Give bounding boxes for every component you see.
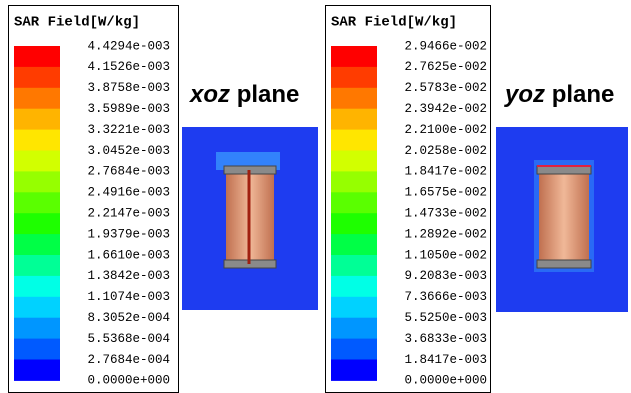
figure: SAR Field[W/kg] SAR Field[W/kg] xoz plan… [0,0,631,393]
color-swatch [331,67,377,88]
color-swatch [14,130,60,151]
color-swatch [14,297,60,318]
legend-label: 2.7625e-002 [404,60,487,74]
legend-label: 1.9379e-003 [87,227,170,241]
legend-label: 2.0258e-002 [404,144,487,158]
end-cap [537,166,591,174]
plane-name: yoz [504,81,545,108]
legend-label: 2.2100e-002 [404,123,487,137]
color-swatch [331,46,377,67]
legend-label: 2.5783e-002 [404,81,487,95]
legend-label: 3.8758e-003 [87,81,170,95]
legend-label: 5.5250e-003 [404,311,487,325]
legend-label: 1.4733e-002 [404,206,487,220]
legend-label: 1.8417e-003 [404,353,487,367]
color-swatch [14,213,60,234]
legend-label: 4.1526e-003 [87,60,170,74]
color-swatch [14,171,60,192]
legend-label: 0.0000e+000 [87,374,170,388]
color-swatch [331,360,377,381]
color-swatch [331,109,377,130]
legend-label: 7.3666e-003 [404,290,487,304]
legend-label: 8.3052e-004 [87,311,170,325]
legend-label: 2.3942e-002 [404,102,487,116]
plane-name: xoz [188,81,230,108]
legend-label: 5.5368e-004 [87,332,170,346]
color-swatch [331,88,377,109]
legend-label: 2.9466e-002 [404,39,487,53]
cylinder [539,166,589,268]
legend-label: 3.3221e-003 [87,123,170,137]
color-swatch [331,255,377,276]
color-swatch [14,67,60,88]
color-swatch [14,88,60,109]
legend-label: 2.7684e-003 [87,165,170,179]
color-swatch [331,192,377,213]
plane-word: plane [552,81,615,108]
color-swatch [14,360,60,381]
xoz-image [182,127,318,310]
color-swatch [331,297,377,318]
legend-label: 1.1050e-002 [404,248,487,262]
legend-label: 0.0000e+000 [404,374,487,388]
color-swatch [331,213,377,234]
color-swatch [331,339,377,360]
legend-label: 1.6610e-003 [87,248,170,262]
yoz-image [496,127,628,312]
plane-word: plane [237,81,300,108]
end-cap [537,260,591,268]
legend-title: SAR Field[W/kg] [14,15,140,31]
legend-label: 2.7684e-004 [87,353,170,367]
panel-label: xoz plane [188,81,299,108]
color-swatch [331,151,377,172]
color-swatch [14,234,60,255]
legend-label: 3.5989e-003 [87,102,170,116]
legend-label: 1.8417e-002 [404,165,487,179]
legend-label: 3.0452e-003 [87,144,170,158]
color-swatch [14,192,60,213]
legend-label: 2.4916e-003 [87,186,170,200]
legend-title: SAR Field[W/kg] [331,15,457,31]
color-swatch [14,318,60,339]
legend-label: 3.6833e-003 [404,332,487,346]
legend-label: 1.2892e-002 [404,227,487,241]
color-swatch [331,318,377,339]
color-swatch [14,109,60,130]
legend-label: 2.2147e-003 [87,206,170,220]
color-swatch [331,276,377,297]
color-swatch [331,234,377,255]
color-swatch [14,46,60,67]
color-swatch [331,130,377,151]
legend-label: 1.3842e-003 [87,269,170,283]
legend-label: 1.6575e-002 [404,186,487,200]
legend-label: 1.1074e-003 [87,290,170,304]
color-swatch [14,151,60,172]
color-swatch [14,255,60,276]
color-swatch [331,171,377,192]
color-swatch [14,276,60,297]
color-swatch [14,339,60,360]
legend-label: 9.2083e-003 [404,269,487,283]
legend-label: 4.4294e-003 [87,39,170,53]
panel-label: yoz plane [504,81,614,108]
